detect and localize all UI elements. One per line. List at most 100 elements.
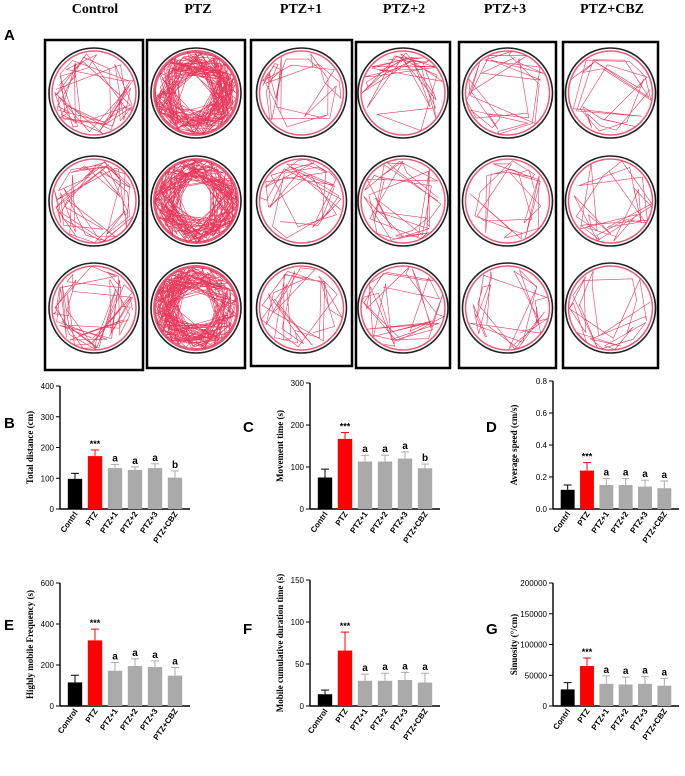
- chart-f: F 0 50 100 150 Mobile cumulative duration tim…: [243, 574, 440, 742]
- category-label: PTZ+2: [609, 707, 631, 732]
- category-label: PTZ+2: [368, 707, 390, 732]
- group-box: [249, 38, 354, 368]
- trajectory: [153, 50, 239, 136]
- bar: [580, 666, 594, 706]
- arena-circle: [461, 262, 554, 354]
- category-label: PTZ+1: [98, 510, 120, 535]
- bar: [397, 458, 413, 509]
- significance-label: a: [152, 650, 158, 661]
- trajectory: [258, 50, 345, 136]
- y-tick-label: 0.6: [536, 409, 548, 418]
- category-label: Contrl: [551, 510, 572, 534]
- bar: [599, 485, 614, 509]
- wall-track: [153, 158, 239, 244]
- chart-g: G 0 50000 100000 150000 200000 Sinuosity (°/cm…: [486, 579, 679, 742]
- wall-track: [567, 158, 654, 244]
- trajectory: [360, 265, 446, 351]
- wall-track: [153, 265, 239, 351]
- wall-track: [51, 265, 137, 351]
- category-label: PTZ: [576, 707, 592, 725]
- significance-label: a: [112, 652, 118, 663]
- arena-circle: [150, 155, 242, 247]
- significance-label: a: [132, 648, 138, 659]
- category-label: PTZ: [334, 707, 350, 725]
- category-label: PTZ+2: [118, 510, 140, 535]
- chart-c: C 0 100 200 300 Movement time (s) Contrl *** PTZ…: [243, 379, 440, 545]
- y-tick-label: 0.0: [536, 505, 548, 514]
- significance-label: b: [422, 453, 428, 464]
- significance-label: a: [623, 666, 629, 677]
- bar: [560, 489, 575, 509]
- y-tick-label: 100: [41, 474, 55, 483]
- trajectory-path: [573, 160, 653, 242]
- significance-label: b: [172, 460, 178, 471]
- arena-circle: [357, 47, 449, 139]
- wall-track: [464, 50, 551, 136]
- significance-label: a: [623, 468, 629, 479]
- bar: [560, 689, 575, 706]
- bar: [417, 682, 433, 706]
- y-tick-label: 300: [291, 379, 305, 388]
- bar: [397, 679, 413, 706]
- y-tick-label: 0: [300, 702, 305, 711]
- bar: [657, 685, 672, 706]
- trajectory: [153, 158, 239, 244]
- trajectory-path: [154, 267, 238, 350]
- group-box: [561, 40, 660, 370]
- trajectory-path: [361, 266, 445, 347]
- category-label: PTZ: [334, 510, 350, 528]
- y-axis-label: Movement time (s): [275, 410, 285, 482]
- significance-label: a: [132, 456, 138, 467]
- arena-circle: [255, 47, 348, 139]
- y-tick-label: 200000: [520, 579, 547, 588]
- trajectory-path: [154, 51, 237, 135]
- group-title: Control: [72, 2, 119, 17]
- significance-label: a: [362, 444, 368, 455]
- category-label: PTZ+2: [609, 510, 631, 535]
- group-title: PTZ+2: [383, 2, 425, 17]
- bar: [599, 683, 614, 706]
- category-label: PTZ: [84, 510, 100, 528]
- trajectory-path: [466, 50, 544, 135]
- y-tick-label: 600: [41, 579, 55, 588]
- wall-track: [360, 265, 446, 351]
- arena-circle: [357, 155, 449, 247]
- arena-circle: [564, 262, 657, 354]
- category-label: PTZ+1: [590, 510, 612, 535]
- significance-label: a: [642, 469, 648, 480]
- trajectory-path: [568, 270, 651, 350]
- category-label: PTZ+1: [348, 707, 370, 732]
- significance-label: a: [402, 661, 408, 672]
- significance-label: a: [662, 667, 668, 678]
- bar: [638, 683, 652, 706]
- panel-letter-a: A: [4, 27, 15, 44]
- trajectory-path: [52, 265, 133, 350]
- trajectory-path: [54, 53, 134, 134]
- bar: [147, 667, 163, 706]
- significance-label: ***: [340, 422, 351, 432]
- trajectory: [567, 158, 654, 244]
- group-box: [145, 38, 247, 370]
- significance-label: a: [604, 468, 610, 479]
- chart-d: D 0.0 0.2 0.4 0.6 0.8 Average speed (cm/s) Cont…: [486, 377, 679, 545]
- chart-b: B 0 100 200 300 400 Total distance (cm) Contrl *…: [4, 382, 190, 545]
- y-tick-label: 0.2: [536, 473, 548, 482]
- panel-letter: C: [243, 419, 254, 436]
- trajectory-path: [363, 160, 442, 241]
- significance-label: a: [152, 453, 158, 464]
- bar: [357, 461, 373, 509]
- bar: [317, 694, 333, 706]
- group-title: PTZ+1: [280, 2, 322, 17]
- trajectory: [360, 50, 446, 136]
- category-label: Contrl: [59, 510, 80, 534]
- bar-charts: B 0 100 200 300 400 Total distance (cm) Contrl *…: [4, 377, 679, 742]
- trajectory: [258, 265, 345, 351]
- category-label: PTZ+2: [118, 707, 140, 732]
- y-tick-label: 0: [543, 702, 548, 711]
- significance-label: a: [112, 453, 118, 464]
- y-axis-label: Average speed (cm/s): [509, 405, 519, 486]
- category-label: Contrl: [551, 707, 572, 731]
- bar: [638, 486, 652, 509]
- wall-track: [567, 50, 654, 136]
- trajectory-path: [361, 52, 443, 131]
